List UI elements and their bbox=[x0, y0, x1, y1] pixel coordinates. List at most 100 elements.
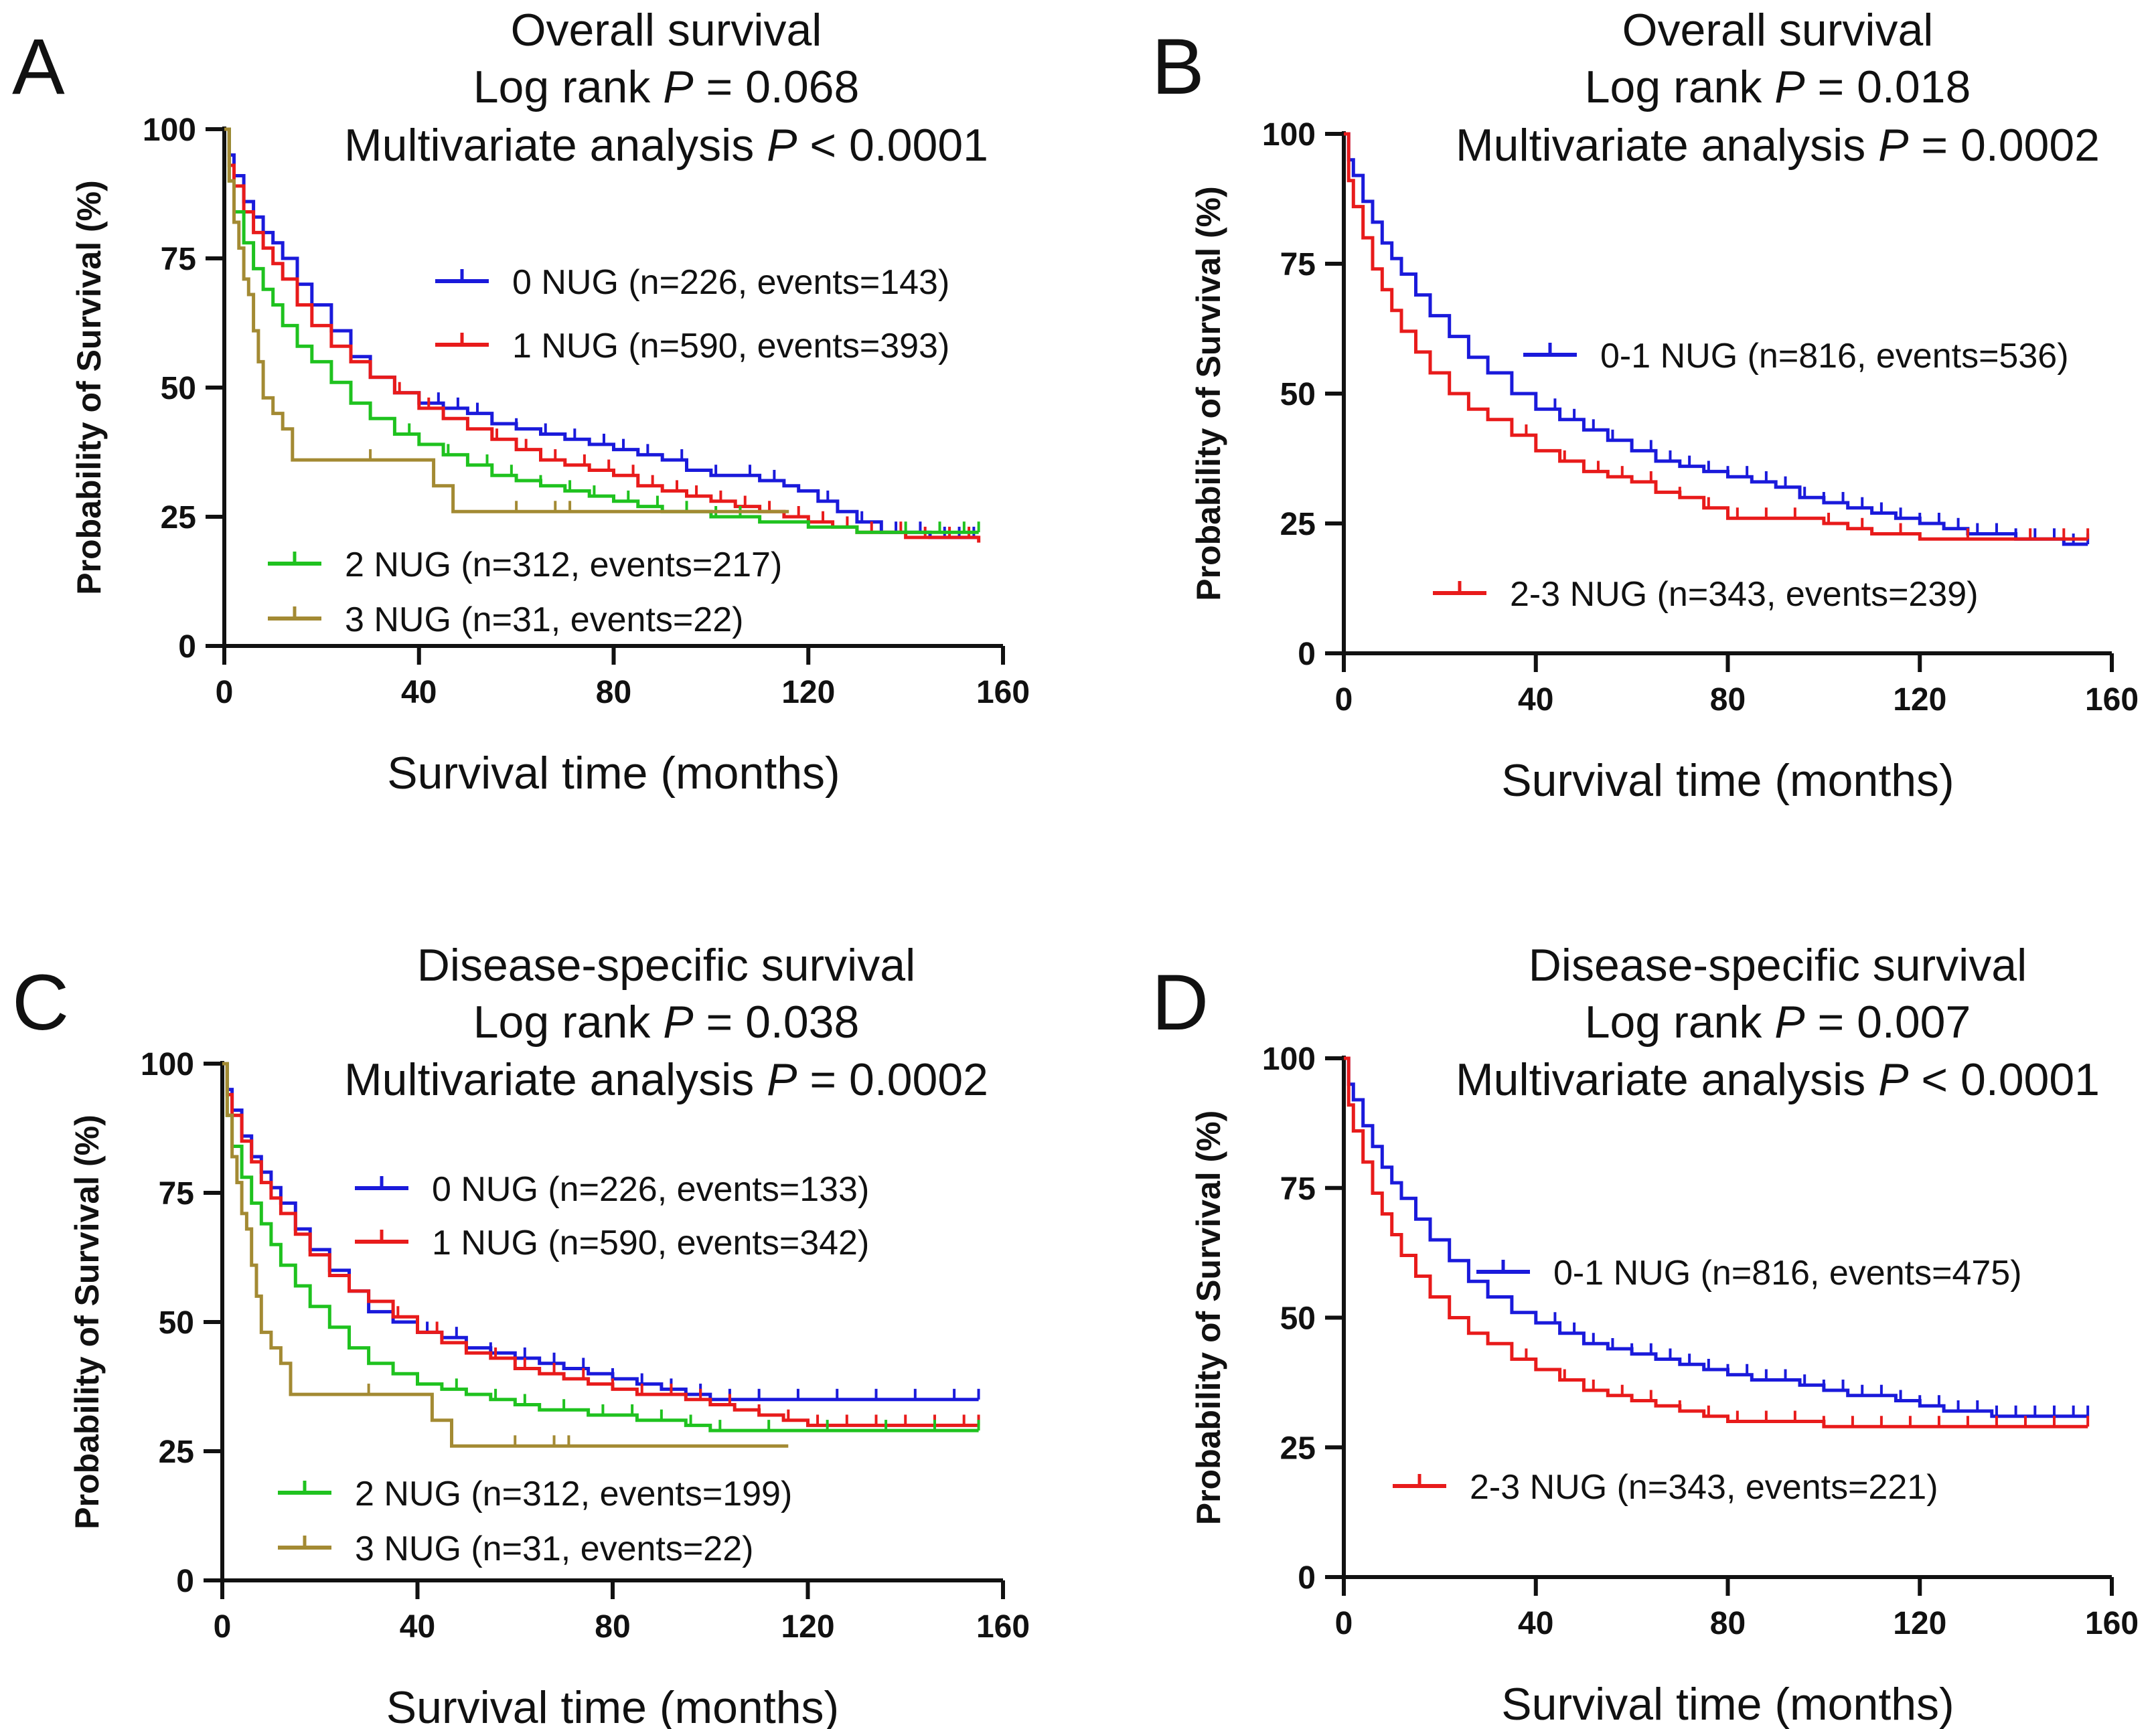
y-tick-label: 75 bbox=[159, 1176, 194, 1212]
km-series-0 bbox=[224, 127, 979, 540]
km-series-3 bbox=[224, 127, 789, 513]
title-run: = 0.007 bbox=[1805, 997, 1971, 1048]
title-run: Log rank bbox=[473, 62, 664, 112]
title-run: < 0.0001 bbox=[1909, 1054, 2100, 1105]
x-tick-label: 120 bbox=[1893, 682, 1946, 718]
y-tick-label: 0 bbox=[1298, 1560, 1316, 1596]
y-tick-label: 100 bbox=[1262, 117, 1316, 153]
y-tick-label: 75 bbox=[161, 242, 196, 277]
panel-label: D bbox=[1152, 959, 1209, 1047]
y-axis-title: Probability of Survival (%) bbox=[70, 180, 108, 595]
title-run: P bbox=[1774, 997, 1804, 1048]
survival-curve bbox=[224, 127, 981, 543]
x-tick-label: 80 bbox=[1710, 1606, 1746, 1641]
title-run: P bbox=[767, 1054, 797, 1105]
legend-label: 2 NUG (n=312, events=199) bbox=[355, 1475, 792, 1513]
chart-title-line: Multivariate analysis P = 0.0002 bbox=[344, 1054, 988, 1105]
km-panel-b: B Overall survival Log rank P = 0.018 Multi… bbox=[1152, 5, 2139, 806]
chart-title-line: Disease-specific survival bbox=[417, 940, 915, 991]
panel-label: A bbox=[12, 23, 65, 111]
x-tick-label: 160 bbox=[2085, 682, 2139, 718]
title-run: = 0.018 bbox=[1805, 62, 1971, 112]
legend-label: 3 NUG (n=31, events=22) bbox=[355, 1530, 753, 1568]
y-tick-label: 100 bbox=[1262, 1042, 1316, 1077]
km-panel-a: A Overall survival Log rank P = 0.068 Multi… bbox=[12, 5, 1030, 799]
x-axis-title: Survival time (months) bbox=[386, 1682, 839, 1729]
chart-title-line: Multivariate analysis P < 0.0001 bbox=[344, 120, 988, 171]
y-tick-label: 75 bbox=[1280, 1171, 1316, 1207]
survival-curve bbox=[222, 1062, 979, 1427]
title-run: Log rank bbox=[473, 997, 664, 1048]
title-run: P bbox=[1878, 120, 1908, 171]
y-tick-label: 100 bbox=[141, 1047, 194, 1082]
survival-curve bbox=[222, 1062, 979, 1432]
legend-label: 3 NUG (n=31, events=22) bbox=[345, 600, 743, 639]
chart-title-line: Log rank P = 0.018 bbox=[1585, 62, 1971, 112]
panel-label: B bbox=[1152, 23, 1205, 111]
x-tick-label: 0 bbox=[214, 1609, 232, 1645]
survival-curve bbox=[224, 127, 979, 540]
y-tick-label: 75 bbox=[1280, 247, 1316, 282]
y-tick-label: 0 bbox=[1298, 637, 1316, 672]
x-tick-label: 120 bbox=[781, 675, 835, 710]
legend-label: 1 NUG (n=590, events=342) bbox=[432, 1224, 869, 1262]
x-tick-label: 160 bbox=[976, 1609, 1030, 1645]
survival-curve bbox=[224, 127, 979, 534]
km-series-2 bbox=[222, 1062, 980, 1432]
survival-curve bbox=[224, 127, 789, 513]
survival-curve bbox=[1344, 1056, 2088, 1428]
title-run: Overall survival bbox=[1622, 5, 1934, 56]
legend-label: 0 NUG (n=226, events=143) bbox=[512, 263, 949, 302]
title-run: < 0.0001 bbox=[797, 120, 988, 171]
legend-item: 1 NUG (n=590, events=342) bbox=[355, 1224, 869, 1262]
x-tick-label: 160 bbox=[976, 675, 1030, 710]
chart-title-line: Log rank P = 0.038 bbox=[473, 997, 860, 1048]
chart-title-line: Multivariate analysis P = 0.0002 bbox=[1456, 120, 2100, 171]
y-tick-label: 100 bbox=[143, 112, 196, 148]
legend-item: 3 NUG (n=31, events=22) bbox=[268, 600, 743, 639]
legend-item: 3 NUG (n=31, events=22) bbox=[278, 1530, 753, 1568]
x-tick-label: 120 bbox=[1893, 1606, 1946, 1641]
x-axis-title: Survival time (months) bbox=[387, 748, 840, 799]
title-run: Multivariate analysis bbox=[1456, 1054, 1878, 1105]
chart-title-line: Log rank P = 0.007 bbox=[1585, 997, 1971, 1048]
title-run: = 0.0002 bbox=[1909, 120, 2100, 171]
legend-item: 0-1 NUG (n=816, events=475) bbox=[1476, 1254, 2022, 1293]
x-tick-label: 40 bbox=[401, 675, 437, 710]
title-run: Multivariate analysis bbox=[1456, 120, 1878, 171]
km-series-1 bbox=[1344, 132, 2090, 541]
legend-item: 0-1 NUG (n=816, events=536) bbox=[1523, 337, 2069, 376]
chart-title-line: Log rank P = 0.068 bbox=[473, 62, 860, 112]
title-run: P bbox=[663, 997, 693, 1048]
title-run: P bbox=[1878, 1054, 1908, 1105]
x-tick-label: 120 bbox=[781, 1609, 834, 1645]
y-tick-label: 50 bbox=[1280, 1301, 1316, 1337]
title-run: = 0.0002 bbox=[797, 1054, 988, 1105]
chart-title-line: Overall survival bbox=[1622, 5, 1934, 56]
legend-item: 2-3 NUG (n=343, events=239) bbox=[1433, 575, 1979, 614]
chart-title-line: Overall survival bbox=[511, 5, 822, 56]
km-series-1 bbox=[224, 127, 981, 543]
y-tick-label: 50 bbox=[161, 371, 196, 406]
title-run: Log rank bbox=[1585, 997, 1775, 1048]
x-tick-label: 40 bbox=[1518, 1606, 1553, 1641]
title-run: P bbox=[767, 120, 797, 171]
y-axis-title: Probability of Survival (%) bbox=[68, 1115, 106, 1530]
y-tick-label: 50 bbox=[159, 1305, 194, 1341]
x-tick-label: 40 bbox=[1518, 682, 1553, 718]
legend-label: 0-1 NUG (n=816, events=475) bbox=[1553, 1254, 2022, 1293]
chart-title-line: Multivariate analysis P < 0.0001 bbox=[1456, 1054, 2100, 1105]
y-axis-title: Probability of Survival (%) bbox=[1190, 186, 1227, 601]
km-panel-c: C Disease-specific survival Log rank P = 0… bbox=[12, 940, 1030, 1729]
legend-item: 1 NUG (n=590, events=393) bbox=[435, 327, 949, 365]
km-series-3 bbox=[222, 1062, 789, 1448]
km-panel-d: D Disease-specific survival Log rank P = 0… bbox=[1152, 940, 2139, 1729]
survival-curve bbox=[222, 1062, 789, 1448]
panel-label: C bbox=[12, 959, 69, 1047]
legend-item: 2-3 NUG (n=343, events=221) bbox=[1393, 1468, 1938, 1507]
x-tick-label: 0 bbox=[216, 675, 234, 710]
legend-label: 0 NUG (n=226, events=133) bbox=[432, 1170, 869, 1209]
survival-curve bbox=[1344, 132, 2088, 541]
x-tick-label: 0 bbox=[1335, 682, 1353, 718]
y-tick-label: 0 bbox=[176, 1564, 194, 1599]
